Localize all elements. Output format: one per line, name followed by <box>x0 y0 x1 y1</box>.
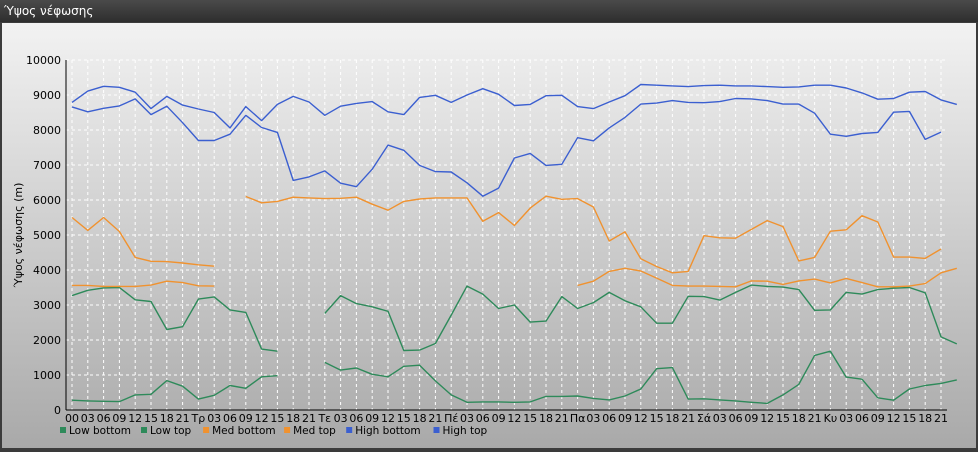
series-line-med-bottom <box>72 267 957 288</box>
x-tick-label: 12 <box>507 412 521 425</box>
x-tick-label: Κυ <box>824 412 838 425</box>
y-axis-ticks: 0 1000 2000 3000 4000 5000 6000 7000 8000 9000 100… <box>26 54 61 417</box>
y-tick-label: 10000 <box>26 54 61 67</box>
chart-container: 0 1000 2000 3000 4000 5000 6000 7000 8000 9000 100… <box>2 23 976 448</box>
x-tick-label: 15 <box>270 412 284 425</box>
x-tick-label: 21 <box>428 412 442 425</box>
x-tick-label: 15 <box>776 412 790 425</box>
x-tick-label: 03 <box>207 412 221 425</box>
x-tick-label: 06 <box>223 412 237 425</box>
x-tick-label: 18 <box>160 412 174 425</box>
x-tick-label: Τρ <box>191 412 206 425</box>
x-tick-label: 12 <box>255 412 269 425</box>
x-tick-label: 09 <box>112 412 126 425</box>
x-tick-label: 18 <box>413 412 427 425</box>
legend-swatch <box>284 427 291 433</box>
x-tick-label: 21 <box>808 412 822 425</box>
x-tick-label: 03 <box>586 412 600 425</box>
x-tick-label: 06 <box>602 412 616 425</box>
x-tick-label: 21 <box>176 412 190 425</box>
x-tick-label: 15 <box>397 412 411 425</box>
x-tick-label: 09 <box>744 412 758 425</box>
x-tick-label: 12 <box>887 412 901 425</box>
legend-swatch <box>346 427 353 433</box>
y-tick-label: 7000 <box>33 159 61 172</box>
y-tick-label: 2000 <box>33 334 61 347</box>
x-tick-label: 21 <box>302 412 316 425</box>
x-tick-label: 09 <box>492 412 506 425</box>
legend-swatch <box>203 427 210 433</box>
axes <box>65 60 947 411</box>
y-tick-label: 5000 <box>33 229 61 242</box>
x-tick-label: 09 <box>239 412 253 425</box>
cloud-height-chart: 0 1000 2000 3000 4000 5000 6000 7000 8000 9000 100… <box>2 23 976 448</box>
y-tick-label: 0 <box>54 404 61 417</box>
y-tick-label: 9000 <box>33 89 61 102</box>
legend-swatch <box>141 427 147 433</box>
x-tick-label: 03 <box>839 412 853 425</box>
legend-label: High top <box>443 425 488 437</box>
x-tick-label: 03 <box>460 412 474 425</box>
series-line-low-top <box>71 284 958 352</box>
x-tick-label: 15 <box>902 412 916 425</box>
grid-lines <box>66 59 947 411</box>
x-tick-label: 15 <box>144 412 158 425</box>
legend-label: Low top <box>150 425 192 437</box>
legend-label: High bottom <box>355 425 420 437</box>
series-lines <box>71 83 958 405</box>
series-line-high-top <box>71 97 942 197</box>
x-tick-label: Τε <box>317 412 331 425</box>
x-tick-label: Πα <box>570 412 586 425</box>
x-tick-label: Σά <box>697 412 711 425</box>
y-tick-label: 6000 <box>33 194 61 207</box>
series-line-med-top <box>71 195 942 274</box>
x-tick-label: 12 <box>381 412 395 425</box>
x-tick-label: 15 <box>523 412 537 425</box>
x-tick-label: 06 <box>729 412 743 425</box>
x-tick-label: 09 <box>871 412 885 425</box>
legend-label: Med top <box>293 425 336 437</box>
y-tick-label: 4000 <box>33 264 61 277</box>
x-tick-label: 06 <box>349 412 363 425</box>
y-tick-label: 8000 <box>33 124 61 137</box>
legend-swatch <box>433 427 440 433</box>
x-tick-label: 18 <box>792 412 806 425</box>
series-line-low-bottom <box>71 350 957 405</box>
x-tick-label: 18 <box>665 412 679 425</box>
x-tick-label: 21 <box>681 412 695 425</box>
legend: Low bottom Low top Med bottom Med top High b… <box>60 425 488 437</box>
y-tick-label: 3000 <box>33 299 61 312</box>
x-tick-label: 12 <box>634 412 648 425</box>
x-tick-label: 12 <box>760 412 774 425</box>
x-tick-label: 09 <box>618 412 632 425</box>
x-tick-label: 03 <box>713 412 727 425</box>
x-tick-label: 03 <box>334 412 348 425</box>
x-tick-label: 06 <box>476 412 490 425</box>
x-tick-label: 18 <box>539 412 553 425</box>
window-titlebar: Ύψος νέφωσης <box>0 0 978 22</box>
x-tick-label: Πέ <box>444 412 458 425</box>
x-tick-label: 15 <box>650 412 664 425</box>
legend-swatch <box>60 427 66 433</box>
x-tick-label: 09 <box>365 412 379 425</box>
x-tick-label: 18 <box>918 412 932 425</box>
legend-label: Low bottom <box>69 425 131 437</box>
x-tick-label: 21 <box>555 412 569 425</box>
x-tick-label: 03 <box>81 412 95 425</box>
window-title: Ύψος νέφωσης <box>4 4 94 18</box>
x-tick-label: 18 <box>286 412 300 425</box>
x-tick-label: 06 <box>855 412 869 425</box>
x-tick-label: 21 <box>934 412 948 425</box>
x-tick-label: 00 <box>65 412 79 425</box>
x-axis-ticks: 00 03 06 09 12 15 18 21 Τρ 03 06 09 12 15 18 21 Τε 03 06 09… <box>65 412 948 425</box>
y-tick-label: 1000 <box>33 369 61 382</box>
series-line-high-bottom <box>71 83 957 129</box>
y-axis-label: Ύψος νέφωσης (m) <box>12 183 25 289</box>
x-tick-label: 06 <box>97 412 111 425</box>
legend-label: Med bottom <box>212 425 276 437</box>
x-tick-label: 12 <box>128 412 142 425</box>
